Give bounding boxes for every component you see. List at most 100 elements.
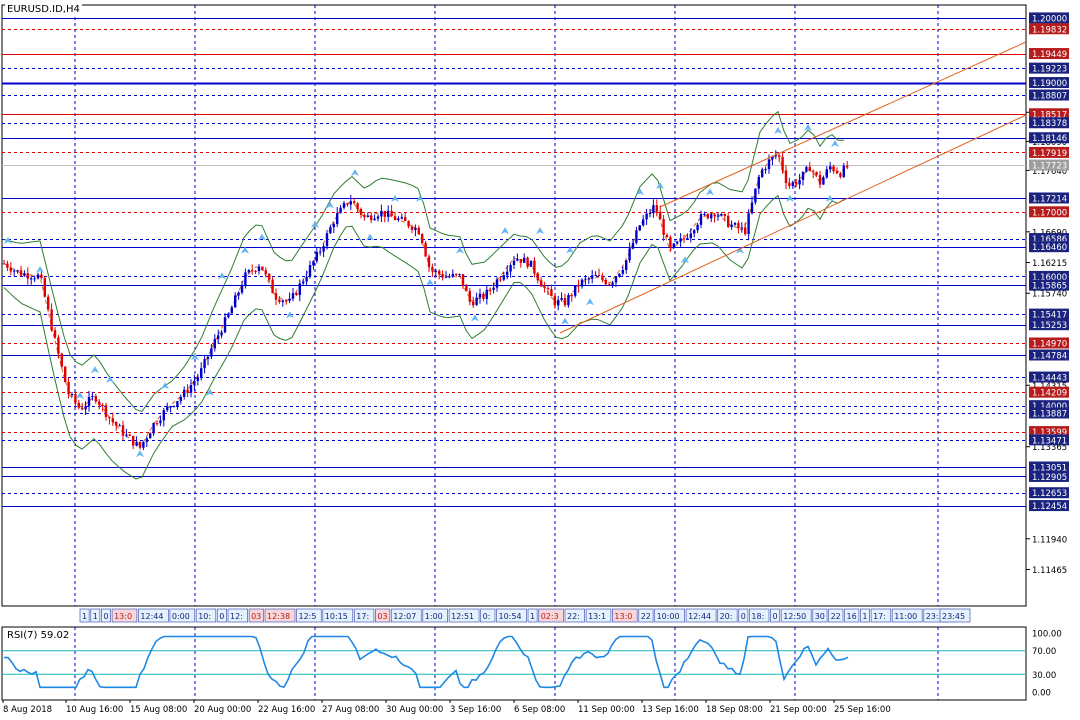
price-level-label[interactable]: 1.17723 [1029,159,1069,172]
candlestick [94,393,97,404]
session-box[interactable]: 10:54 [496,608,527,623]
candlestick [604,277,607,286]
session-box-label: 12:5 [299,612,317,621]
session-box[interactable]: 10:00 [654,608,685,623]
session-box[interactable]: 12:07 [390,608,422,623]
session-box[interactable]: 17: [353,608,375,623]
price-level-label-text: 1.17000 [1032,208,1067,218]
price-level-label[interactable]: 1.20000 [1029,12,1069,24]
price-level-label[interactable]: 1.14784 [1029,349,1069,362]
price-level-label[interactable]: 1.13471 [1029,434,1069,446]
session-box[interactable]: 1 [860,608,871,623]
price-level-label[interactable]: 1.14970 [1029,337,1069,349]
rsi-indicator-panel[interactable]: 100.00 70.00 30.00 0.00 [1,626,1062,701]
price-level-label[interactable]: 1.12454 [1029,500,1069,512]
session-box-label: 12:50 [783,612,806,621]
price-level-label-text: 1.17214 [1032,194,1067,204]
candlestick [227,312,230,319]
session-box[interactable]: 1:00 [422,608,448,623]
session-box[interactable]: 02:3 [538,608,564,623]
session-box[interactable]: 22: [564,608,586,623]
time-axis-label: 30 Aug 00:00 [386,705,443,715]
session-box[interactable]: 11:00 [891,608,923,623]
price-level-label[interactable]: 1.14443 [1029,371,1069,384]
session-boxes-row: 1 1 0 13:0 12:44 0:00 10: 0 12: 03 12:38 12:5 10:15 1… [79,608,971,623]
candlestick [747,209,750,241]
price-level-label[interactable]: 1.18807 [1029,89,1069,102]
session-box[interactable]: 1 [527,608,538,623]
price-tick-label: 1.17640 [1032,167,1067,177]
session-box[interactable]: 1 [90,608,101,623]
session-box[interactable]: 23:45 [939,608,971,623]
session-box[interactable]: 0:00 [169,608,196,623]
session-box[interactable]: 20: [717,608,738,623]
session-box-label: 0 [219,612,224,621]
main-chart-panel[interactable]: 1.185401.180901.176401.166901.162151.157… [1,4,1069,607]
price-level-label[interactable]: 1.13051 [1029,461,1069,473]
session-box[interactable]: 03 [374,608,391,623]
price-level-label[interactable]: 1.16000 [1029,270,1069,283]
session-box[interactable]: 0 [738,608,749,623]
session-box[interactable]: 18: [749,608,770,623]
price-level-label[interactable]: 1.19223 [1029,62,1069,75]
price-level-label[interactable]: 1.16460 [1029,241,1069,253]
candlestick [839,171,842,179]
price-level-label[interactable]: 1.18517 [1029,108,1069,120]
session-box[interactable]: 12:44 [685,608,717,623]
candlestick [451,269,454,278]
candlestick [737,220,740,234]
candlestick [91,391,94,401]
price-level-label[interactable]: 1.17919 [1029,146,1069,159]
channel-lower-line[interactable] [559,114,1027,334]
price-tick-label: 1.13365 [1032,443,1067,453]
candlestick [659,205,662,220]
channel-upper-line[interactable] [659,41,1027,208]
session-box[interactable]: 12:38 [264,608,296,623]
session-box[interactable]: 22 [828,608,844,623]
candlestick [162,408,165,427]
price-level-label[interactable]: 1.14209 [1029,386,1069,399]
price-level-label[interactable]: 1.15417 [1029,308,1069,321]
price-level-label[interactable]: 1.13599 [1029,426,1069,438]
price-level-label[interactable]: 1.17000 [1029,206,1069,218]
session-box[interactable]: 13:0 [612,608,638,623]
candlestick [713,212,716,223]
session-box[interactable]: 17: [870,608,892,623]
session-box[interactable]: 16 [844,608,860,623]
candlestick [98,398,101,410]
session-box[interactable]: 12:5 [296,608,322,623]
session-box-label: 10:00 [657,612,680,621]
price-level-label[interactable]: 1.19449 [1029,48,1069,60]
session-box[interactable]: 12:51 [448,608,480,623]
price-level-label[interactable]: 1.16586 [1029,233,1069,245]
session-box[interactable]: 12: [227,608,249,623]
bollinger-lower-band [3,194,845,480]
price-level-label[interactable]: 1.19832 [1029,23,1069,35]
price-level-label[interactable]: 1.15253 [1029,319,1069,331]
session-box[interactable]: 12:50 [780,608,812,623]
session-box[interactable]: 30 [812,608,828,623]
price-level-label[interactable]: 1.15865 [1029,279,1069,292]
session-box[interactable]: 0 [101,608,112,623]
price-level-label[interactable]: 1.12905 [1029,470,1069,483]
session-box[interactable]: 10:15 [322,608,354,623]
session-box[interactable]: 12:44 [137,608,169,623]
price-level-label[interactable]: 1.18146 [1029,132,1069,144]
price-level-label[interactable]: 1.13887 [1029,407,1069,419]
session-box[interactable]: 22 [638,608,654,623]
session-box[interactable]: 0: [480,608,496,623]
price-level-label[interactable]: 1.19000 [1029,77,1069,89]
price-level-label[interactable]: 1.17214 [1029,192,1069,204]
session-box[interactable]: 1 [79,608,90,623]
price-level-label[interactable]: 1.12653 [1029,487,1069,499]
price-level-label[interactable]: 1.14000 [1029,400,1069,412]
arrow-fractal-icon [426,278,434,286]
session-box[interactable]: 03 [248,608,264,623]
price-level-label[interactable]: 1.18378 [1029,117,1069,129]
session-box[interactable]: 13:0 [111,608,138,623]
session-box[interactable]: 0 [770,608,781,623]
session-box[interactable]: 10: [195,608,217,623]
session-box[interactable]: 13:1 [585,608,612,623]
session-box[interactable]: 0 [216,608,227,623]
